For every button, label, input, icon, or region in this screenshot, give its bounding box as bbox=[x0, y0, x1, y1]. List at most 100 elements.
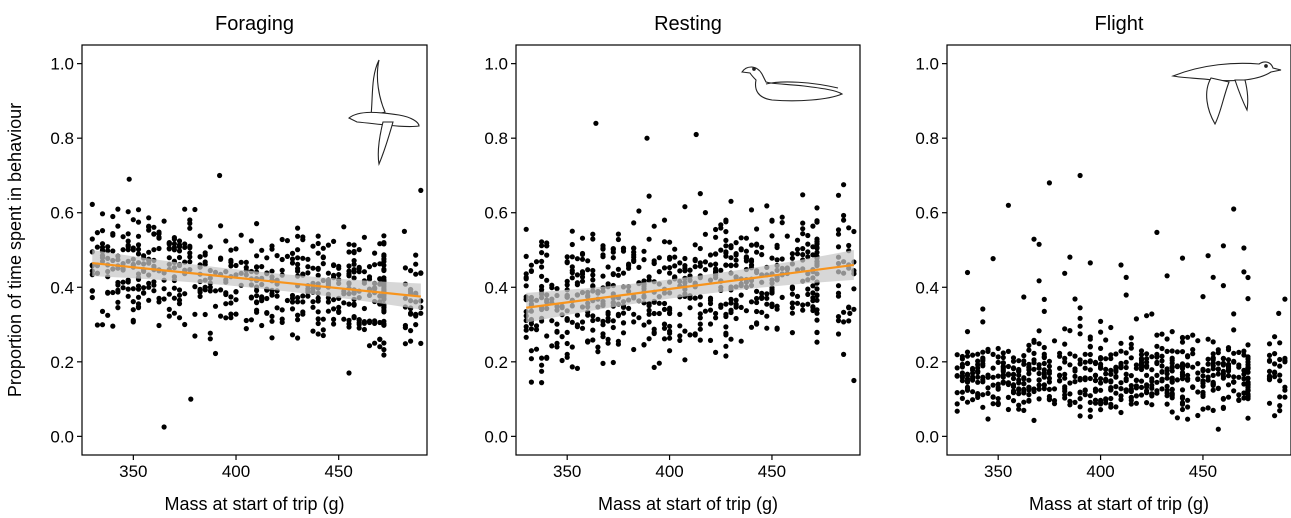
data-point bbox=[569, 275, 575, 281]
data-point bbox=[687, 332, 693, 338]
data-point bbox=[1123, 364, 1129, 371]
data-point bbox=[970, 352, 976, 358]
data-point bbox=[600, 318, 606, 324]
data-point bbox=[697, 337, 703, 343]
data-point bbox=[1026, 347, 1032, 353]
data-point bbox=[125, 286, 131, 292]
data-point bbox=[269, 313, 275, 319]
data-point bbox=[1225, 357, 1232, 363]
data-point bbox=[187, 220, 193, 226]
data-point bbox=[1185, 353, 1191, 359]
data-point bbox=[728, 336, 734, 342]
data-point bbox=[544, 243, 550, 249]
data-point bbox=[954, 390, 960, 396]
data-point bbox=[1174, 349, 1180, 355]
data-point bbox=[1016, 402, 1022, 408]
data-point bbox=[1026, 342, 1032, 348]
data-point bbox=[135, 251, 142, 257]
data-point bbox=[233, 297, 239, 303]
data-point bbox=[1021, 376, 1027, 382]
data-point bbox=[975, 394, 981, 400]
data-point bbox=[1225, 347, 1232, 353]
data-point bbox=[733, 262, 739, 268]
data-point bbox=[682, 357, 688, 363]
data-point bbox=[610, 324, 616, 331]
data-point bbox=[574, 272, 581, 278]
data-point bbox=[810, 298, 816, 304]
data-point bbox=[805, 232, 811, 239]
data-point bbox=[1046, 363, 1052, 369]
data-point bbox=[1087, 367, 1093, 373]
data-point bbox=[539, 239, 545, 245]
data-point bbox=[94, 322, 100, 328]
data-point bbox=[300, 293, 306, 299]
data-point bbox=[325, 308, 331, 314]
data-point bbox=[1241, 348, 1247, 354]
data-point bbox=[1133, 393, 1139, 399]
data-point bbox=[1245, 354, 1251, 360]
data-point bbox=[166, 291, 172, 297]
data-point bbox=[1103, 337, 1109, 343]
data-point bbox=[207, 336, 213, 342]
data-point bbox=[228, 259, 234, 265]
data-point bbox=[269, 335, 275, 341]
data-point bbox=[325, 242, 331, 248]
data-point bbox=[1062, 355, 1068, 361]
data-point bbox=[774, 242, 780, 248]
data-point bbox=[212, 288, 219, 294]
data-point bbox=[1092, 373, 1099, 379]
data-point bbox=[202, 252, 208, 258]
data-point bbox=[1190, 384, 1196, 390]
data-point bbox=[110, 323, 116, 329]
data-point bbox=[171, 235, 177, 241]
x-axis-label: Mass at start of trip (g) bbox=[598, 494, 778, 514]
data-point bbox=[1159, 386, 1165, 392]
data-point bbox=[574, 324, 581, 330]
data-point bbox=[372, 262, 378, 268]
data-point bbox=[1062, 359, 1068, 365]
data-point bbox=[810, 283, 816, 289]
data-point bbox=[248, 317, 254, 323]
data-point bbox=[1092, 360, 1099, 367]
data-point bbox=[1220, 243, 1226, 249]
data-point bbox=[1200, 368, 1206, 374]
data-point bbox=[336, 272, 342, 278]
data-point bbox=[713, 226, 719, 233]
data-point bbox=[295, 317, 301, 323]
data-point bbox=[166, 240, 172, 246]
data-point bbox=[341, 300, 347, 306]
data-point bbox=[156, 231, 162, 237]
data-point bbox=[361, 305, 367, 312]
data-point bbox=[1016, 387, 1022, 393]
data-point bbox=[620, 270, 627, 276]
data-point bbox=[564, 259, 570, 265]
data-point bbox=[289, 332, 296, 338]
data-point bbox=[667, 305, 673, 311]
data-point bbox=[1067, 328, 1073, 334]
data-point bbox=[1164, 401, 1170, 407]
data-point bbox=[559, 357, 565, 364]
data-point bbox=[238, 232, 244, 238]
data-point bbox=[1277, 340, 1283, 346]
data-point bbox=[980, 356, 986, 362]
data-point bbox=[615, 311, 622, 317]
data-point bbox=[667, 348, 673, 354]
data-point bbox=[207, 284, 213, 290]
data-point bbox=[212, 303, 219, 309]
data-point bbox=[1179, 376, 1186, 382]
data-point bbox=[1082, 392, 1088, 398]
data-point bbox=[846, 225, 852, 231]
y-tick-label: 0.0 bbox=[484, 427, 508, 446]
data-point bbox=[320, 332, 326, 339]
data-point bbox=[1005, 363, 1012, 370]
data-point bbox=[1062, 371, 1068, 377]
data-point bbox=[646, 193, 652, 199]
data-point bbox=[764, 325, 770, 331]
data-point bbox=[146, 215, 152, 221]
data-point bbox=[254, 221, 260, 227]
data-point bbox=[284, 238, 290, 244]
data-point bbox=[985, 416, 991, 422]
data-point bbox=[1144, 356, 1150, 362]
data-point bbox=[135, 233, 142, 239]
data-point bbox=[1082, 365, 1088, 371]
